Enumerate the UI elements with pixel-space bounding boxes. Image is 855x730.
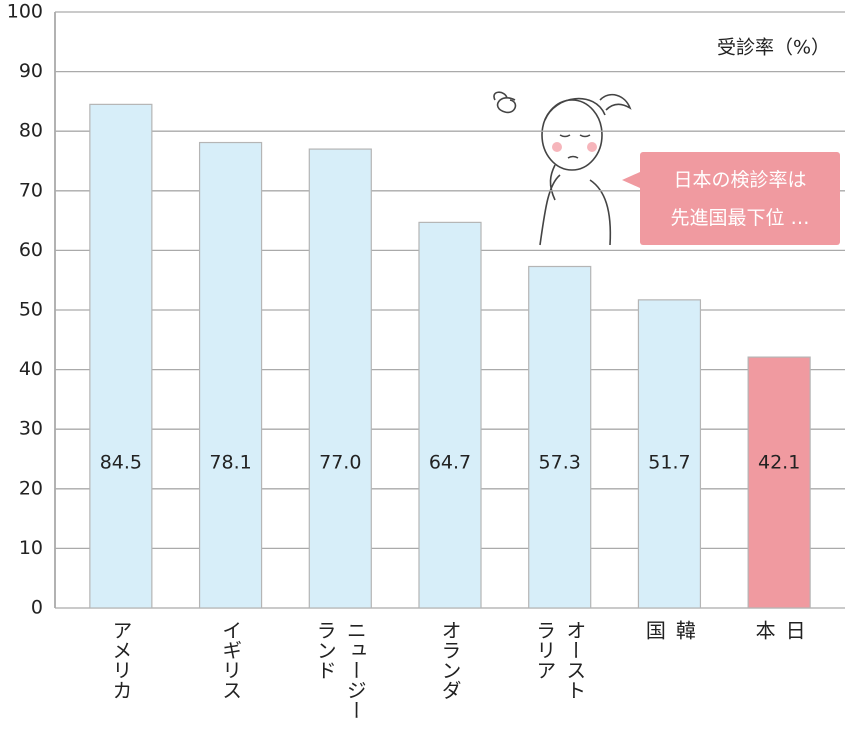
x-tick-label: オランダ (438, 620, 462, 700)
value-label: 64.7 (429, 452, 471, 474)
value-label: 77.0 (319, 452, 361, 474)
bubble-tail (622, 172, 640, 188)
y-tick-label: 60 (19, 239, 43, 261)
y-tick-label: 80 (19, 120, 43, 142)
x-tick-label: オースト ラリア (532, 620, 587, 700)
y-tick-label: 30 (19, 418, 43, 440)
x-tick-label: アメリカ (108, 620, 133, 700)
value-label: 78.1 (209, 452, 251, 474)
bar (198, 141, 263, 609)
bar (637, 299, 702, 609)
value-label: 42.1 (758, 452, 800, 474)
bar (528, 265, 592, 609)
bar (308, 148, 372, 609)
x-tick-label: イギリス (218, 620, 243, 700)
y-tick-label: 90 (19, 60, 43, 82)
y-tick-label: 0 (31, 597, 43, 619)
x-tick-label: ニュージー ランド (313, 620, 368, 720)
y-tick-label: 10 (19, 537, 43, 559)
speech-bubble: 日本の検診率は 先進国最下位 … (640, 152, 840, 245)
y-tick-label: 40 (19, 358, 43, 380)
y-tick-label: 70 (19, 179, 43, 201)
value-label: 57.3 (539, 452, 581, 474)
bar (418, 221, 482, 609)
y-tick-label: 100 (7, 1, 43, 23)
value-label: 84.5 (100, 452, 142, 474)
unit-label: 受診率（%） (717, 37, 830, 59)
y-tick-label: 20 (19, 477, 43, 499)
value-label: 51.7 (648, 452, 690, 474)
illustration (493, 91, 632, 246)
x-tick-label: 韓 国 (642, 620, 697, 662)
x-tick-label: 日 本 (752, 620, 807, 662)
bar (89, 103, 153, 609)
y-tick-label: 50 (19, 299, 43, 321)
bar (747, 356, 811, 609)
